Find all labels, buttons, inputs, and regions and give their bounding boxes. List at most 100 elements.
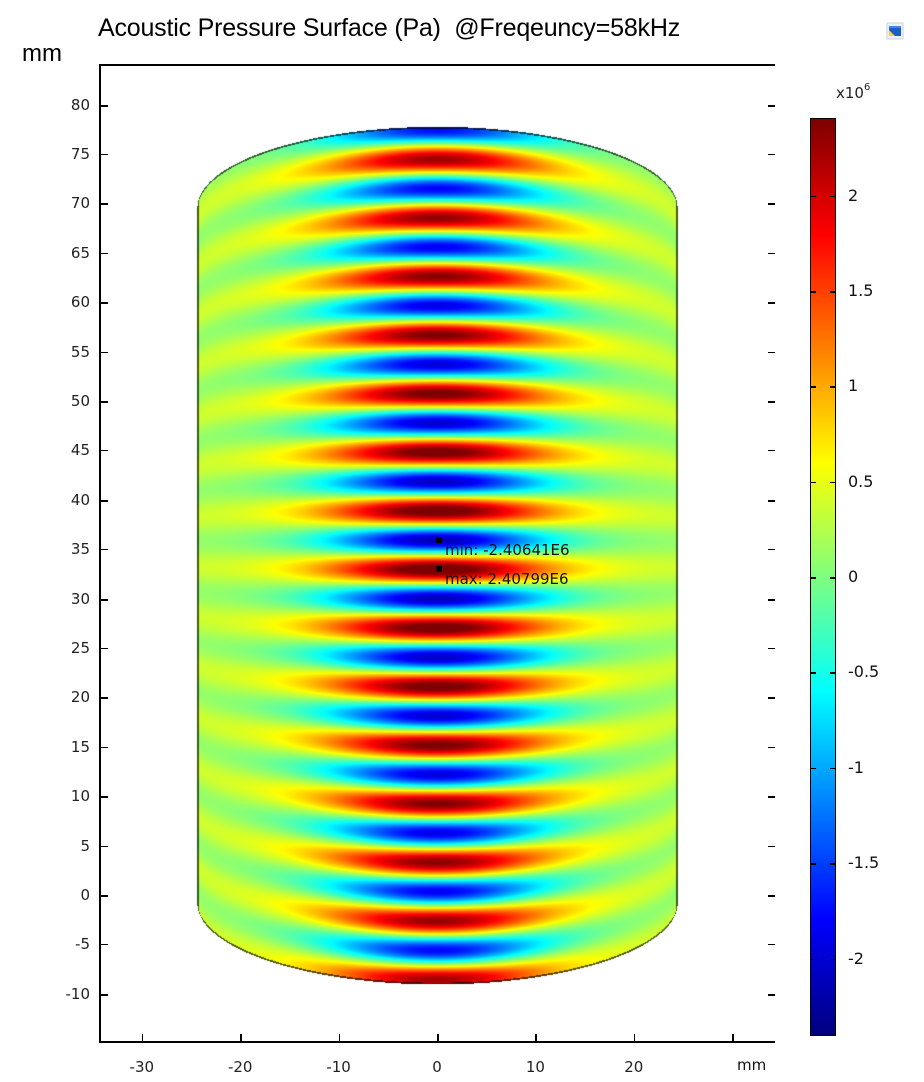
y-tick-mark <box>768 549 775 551</box>
colorbar-exponent: x106 <box>836 82 871 102</box>
colorbar-tick-mark <box>811 195 816 198</box>
colorbar-tick-mark <box>811 863 816 865</box>
y-tick-mark <box>768 598 775 601</box>
y-tick-mark <box>101 203 108 206</box>
colorbar-tick-label: 2 <box>848 185 859 205</box>
y-tick-mark <box>101 598 108 601</box>
y-tick-mark <box>101 104 108 107</box>
y-tick-label: 45 <box>70 441 90 460</box>
colorbar-tick-label: -1 <box>848 757 864 777</box>
x-tick-mark <box>732 1034 734 1042</box>
y-tick-mark <box>101 154 108 155</box>
y-tick-mark <box>768 302 775 305</box>
y-tick-label: 50 <box>70 392 90 410</box>
y-tick-mark <box>101 944 108 946</box>
pressure-field-heatmap[interactable] <box>101 66 775 1041</box>
y-tick-mark <box>101 845 108 847</box>
y-tick-mark <box>101 648 108 649</box>
y-tick-mark <box>101 796 108 799</box>
y-tick-label: 15 <box>70 737 90 756</box>
colorbar-tick-mark <box>830 672 835 674</box>
colorbar-tick-mark <box>830 577 835 579</box>
max-point-marker <box>435 565 442 572</box>
max-value-label: max: 2.40799E6 <box>445 569 569 588</box>
y-tick-label: -10 <box>65 984 91 1003</box>
x-tick-mark <box>633 1034 636 1042</box>
colorbar-tick-label: 0.5 <box>848 471 874 491</box>
x-tick-label: 10 <box>525 1058 545 1076</box>
y-tick-mark <box>768 203 775 206</box>
colorbar-tick-label: 1 <box>848 376 859 396</box>
y-axis-unit-label: mm <box>22 40 62 67</box>
colorbar-tick-mark <box>830 195 835 198</box>
colorbar-tick-mark <box>811 672 816 674</box>
x-tick-label: -10 <box>326 1058 351 1076</box>
y-tick-label: 0 <box>80 886 90 904</box>
y-tick-mark <box>768 154 775 155</box>
y-tick-label: 75 <box>70 145 90 163</box>
colorbar-exponent-power: 6 <box>863 82 871 93</box>
colorbar-tick-mark <box>830 958 835 960</box>
y-tick-mark <box>768 648 775 649</box>
y-tick-mark <box>768 104 775 107</box>
y-tick-label: -5 <box>75 935 90 954</box>
y-tick-mark <box>101 697 108 700</box>
colorbar-tick-label: 0 <box>848 567 859 587</box>
y-tick-label: 80 <box>70 95 90 114</box>
x-tick-mark <box>535 1034 537 1042</box>
plot-area[interactable] <box>99 64 775 1043</box>
y-tick-label: 5 <box>80 836 90 855</box>
y-tick-label: 30 <box>70 589 90 608</box>
y-tick-mark <box>768 895 775 897</box>
y-tick-label: 65 <box>70 243 90 262</box>
y-tick-mark <box>768 499 775 502</box>
x-tick-label: -30 <box>129 1058 155 1076</box>
y-tick-mark <box>768 401 775 403</box>
colorbar-tick-mark <box>811 767 816 770</box>
y-tick-mark <box>101 302 108 305</box>
x-tick-label: -20 <box>227 1058 253 1076</box>
y-tick-label: 70 <box>70 194 90 213</box>
x-axis-unit-label: mm <box>737 1056 767 1074</box>
y-tick-label: 20 <box>70 688 90 707</box>
x-tick-label: 0 <box>432 1058 442 1076</box>
y-tick-label: 55 <box>70 342 90 361</box>
y-tick-mark <box>101 549 108 551</box>
colorbar-tick-mark <box>830 767 835 770</box>
y-tick-label: 25 <box>70 639 90 657</box>
x-tick-label: 20 <box>624 1058 644 1076</box>
x-tick-mark <box>141 1034 144 1042</box>
colorbar-tick-mark <box>811 958 816 960</box>
colorbar-tick-label: 1.5 <box>848 281 874 301</box>
min-point-marker <box>435 537 442 544</box>
y-tick-mark <box>101 895 108 897</box>
y-tick-mark <box>101 401 108 403</box>
y-tick-mark <box>768 450 775 452</box>
x-tick-mark <box>338 1034 341 1042</box>
y-tick-mark <box>101 252 108 254</box>
y-tick-mark <box>101 746 108 748</box>
y-tick-mark <box>768 252 775 254</box>
colorbar-tick-mark <box>811 481 816 484</box>
y-tick-mark <box>101 450 108 452</box>
colorbar-tick-mark <box>830 291 835 293</box>
y-tick-mark <box>768 993 775 996</box>
y-tick-mark <box>101 499 108 502</box>
colorbar-tick-label: -2 <box>848 948 864 968</box>
colorbar-exponent-base: x10 <box>836 84 864 102</box>
chart-title: Acoustic Pressure Surface (Pa) @Freqeunc… <box>98 14 680 42</box>
image-window-icon[interactable] <box>886 22 904 40</box>
y-tick-mark <box>768 796 775 799</box>
colorbar-tick-mark <box>811 291 816 293</box>
colorbar-tick-label: -0.5 <box>848 662 880 682</box>
y-tick-mark <box>768 351 775 353</box>
y-tick-mark <box>101 351 108 353</box>
colorbar-tick-mark <box>811 577 816 579</box>
y-tick-mark <box>101 993 108 996</box>
y-tick-label: 10 <box>70 787 90 806</box>
y-tick-mark <box>768 697 775 700</box>
colorbar-tick-mark <box>811 386 816 388</box>
x-tick-mark <box>240 1034 242 1042</box>
colorbar-tick-mark <box>830 386 835 388</box>
y-tick-mark <box>768 746 775 748</box>
